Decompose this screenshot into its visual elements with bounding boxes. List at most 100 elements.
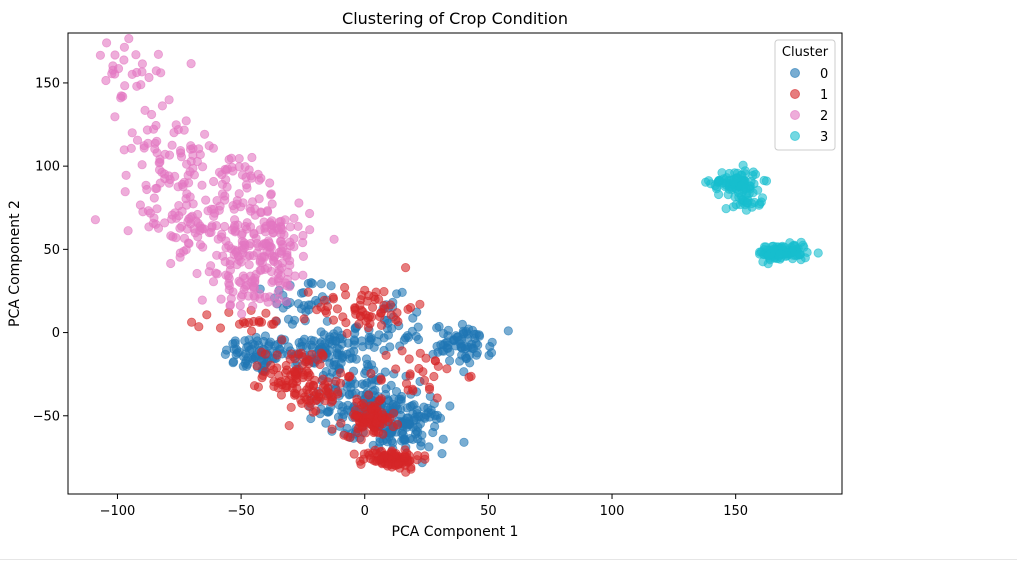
data-point-cluster-0 <box>343 338 353 348</box>
data-point-cluster-1 <box>430 356 440 366</box>
data-point-cluster-3 <box>761 242 771 252</box>
data-point-cluster-1 <box>336 418 346 428</box>
data-point-cluster-1 <box>344 372 354 382</box>
data-point-cluster-1 <box>369 426 379 436</box>
data-point-cluster-1 <box>391 364 401 374</box>
data-point-cluster-2 <box>209 176 219 187</box>
data-point-cluster-1 <box>247 326 257 336</box>
data-point-cluster-2 <box>240 162 250 172</box>
data-point-cluster-0 <box>329 329 339 339</box>
data-point-cluster-2 <box>182 200 192 210</box>
data-point-cluster-2 <box>141 180 151 190</box>
data-point-cluster-2 <box>132 67 142 78</box>
data-point-cluster-1 <box>305 379 315 390</box>
data-point-cluster-1 <box>260 349 270 359</box>
data-point-cluster-2 <box>110 50 120 60</box>
data-point-cluster-2 <box>131 50 141 60</box>
data-point-cluster-2 <box>228 166 238 176</box>
data-point-cluster-2 <box>241 172 251 182</box>
data-point-cluster-3 <box>728 202 738 212</box>
data-point-cluster-2 <box>271 298 281 308</box>
data-point-cluster-3 <box>798 240 808 250</box>
data-point-cluster-2 <box>200 129 210 139</box>
data-point-cluster-0 <box>459 367 469 377</box>
data-point-cluster-2 <box>262 206 272 216</box>
data-point-cluster-0 <box>386 380 396 390</box>
data-point-cluster-1 <box>342 328 352 338</box>
data-point-cluster-2 <box>249 283 259 294</box>
data-point-cluster-2 <box>248 301 258 311</box>
data-point-cluster-2 <box>267 277 277 287</box>
data-point-cluster-1 <box>405 371 415 381</box>
data-point-cluster-1 <box>392 419 403 430</box>
data-point-cluster-2 <box>151 66 161 76</box>
data-point-cluster-2 <box>160 218 170 228</box>
data-point-cluster-2 <box>121 170 131 180</box>
data-point-cluster-1 <box>376 320 387 330</box>
data-point-cluster-2 <box>269 256 279 267</box>
data-point-cluster-0 <box>337 353 347 363</box>
data-point-cluster-0 <box>306 277 316 288</box>
data-point-cluster-2 <box>139 143 149 153</box>
data-point-cluster-1 <box>339 282 350 293</box>
data-point-cluster-1 <box>252 361 262 371</box>
data-point-cluster-2 <box>152 204 162 214</box>
legend-title: Cluster <box>782 45 829 60</box>
data-point-cluster-2 <box>282 252 292 262</box>
data-point-cluster-1 <box>381 350 391 360</box>
data-point-cluster-1 <box>373 294 384 304</box>
data-point-cluster-1 <box>356 434 366 445</box>
x-tick-label: −100 <box>100 504 136 519</box>
data-point-cluster-2 <box>90 215 101 225</box>
data-point-cluster-1 <box>308 407 318 417</box>
data-point-cluster-0 <box>374 330 384 340</box>
data-point-cluster-2 <box>110 112 120 122</box>
data-point-cluster-2 <box>290 271 300 281</box>
legend-marker-2 <box>790 110 800 120</box>
data-point-cluster-2 <box>289 242 299 252</box>
data-point-cluster-0 <box>442 343 452 353</box>
data-point-cluster-0 <box>435 413 446 423</box>
data-point-cluster-2 <box>230 215 240 225</box>
data-point-cluster-1 <box>355 311 365 321</box>
data-point-cluster-0 <box>444 356 455 366</box>
data-point-cluster-2 <box>249 228 259 238</box>
data-point-cluster-2 <box>298 230 308 241</box>
y-tick-label: 150 <box>35 76 60 91</box>
data-point-cluster-0 <box>251 332 261 342</box>
data-point-cluster-0 <box>270 341 280 351</box>
data-point-cluster-1 <box>305 398 316 408</box>
data-point-cluster-1 <box>419 375 430 385</box>
data-point-cluster-1 <box>360 285 370 295</box>
data-point-cluster-2 <box>132 135 143 145</box>
data-point-cluster-1 <box>377 408 387 418</box>
data-point-cluster-1 <box>335 368 346 378</box>
data-point-cluster-2 <box>170 171 180 181</box>
data-point-cluster-3 <box>717 178 728 188</box>
data-point-cluster-0 <box>387 323 397 334</box>
data-point-cluster-2 <box>213 234 223 244</box>
data-point-cluster-1 <box>420 451 430 461</box>
data-point-cluster-2 <box>304 208 315 219</box>
data-point-cluster-0 <box>408 434 418 444</box>
data-point-cluster-0 <box>331 336 341 346</box>
data-point-cluster-2 <box>234 189 244 199</box>
data-point-cluster-2 <box>137 160 147 170</box>
data-point-cluster-2 <box>241 280 252 290</box>
data-point-cluster-3 <box>758 257 768 267</box>
data-point-cluster-2 <box>275 280 286 290</box>
data-point-cluster-1 <box>355 421 365 431</box>
data-point-cluster-2 <box>204 141 214 151</box>
data-point-cluster-1 <box>271 316 281 326</box>
data-point-cluster-0 <box>456 342 466 353</box>
data-point-cluster-3 <box>759 175 769 186</box>
data-point-cluster-1 <box>256 317 267 327</box>
data-point-cluster-2 <box>108 61 118 71</box>
data-point-cluster-0 <box>408 313 418 323</box>
data-point-cluster-3 <box>713 189 724 200</box>
data-point-cluster-0 <box>349 346 359 356</box>
y-tick-label: 0 <box>52 326 60 341</box>
data-point-cluster-0 <box>296 304 307 314</box>
data-point-cluster-2 <box>229 249 239 259</box>
